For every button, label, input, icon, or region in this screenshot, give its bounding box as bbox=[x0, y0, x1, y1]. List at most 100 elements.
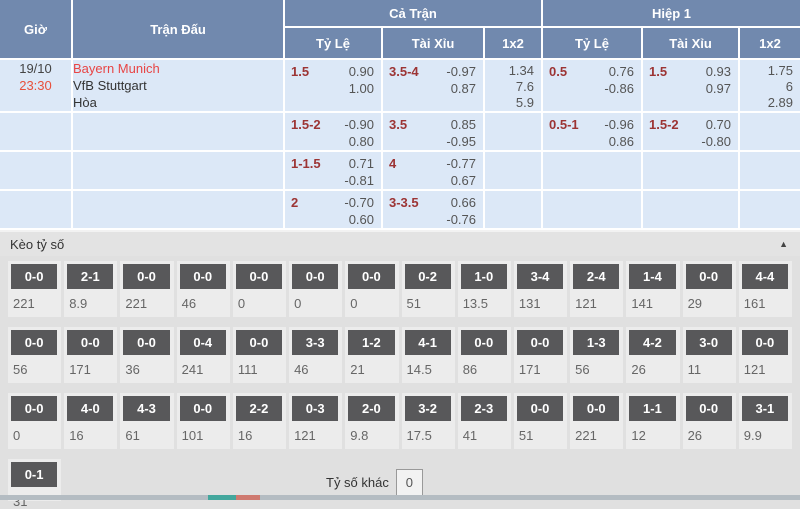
score-badge[interactable]: 2-1 bbox=[67, 264, 113, 289]
score-badge[interactable]: 0-0 bbox=[236, 264, 282, 289]
score-badge[interactable]: 1-3 bbox=[573, 330, 619, 355]
odds-value[interactable]: -0.81 bbox=[285, 172, 374, 189]
score-odd-value: 221 bbox=[570, 421, 623, 443]
odds-value[interactable]: -0.77 bbox=[383, 155, 476, 172]
odds-value[interactable]: 0.67 bbox=[383, 172, 476, 189]
odds-value[interactable]: -0.80 bbox=[643, 133, 731, 150]
score-badge[interactable]: 3-3 bbox=[292, 330, 338, 355]
score-badge[interactable]: 0-0 bbox=[517, 330, 563, 355]
score-badge[interactable]: 3-1 bbox=[742, 396, 788, 421]
handicap-line: 1-1.5 bbox=[291, 156, 321, 171]
full-overunder-cell[interactable]: 3.5-4 -0.97 0.87 bbox=[383, 60, 485, 113]
score-badge[interactable]: 2-0 bbox=[348, 396, 394, 421]
score-badge[interactable]: 2-2 bbox=[236, 396, 282, 421]
score-badge[interactable]: 0-0 bbox=[686, 264, 732, 289]
score-badge[interactable]: 0-4 bbox=[180, 330, 226, 355]
odds-value[interactable]: 0.86 bbox=[543, 133, 634, 150]
odds-value[interactable]: -0.86 bbox=[543, 80, 634, 97]
score-badge[interactable]: 0-0 bbox=[742, 330, 788, 355]
half-1x2-cell[interactable]: 1.75 6 2.89 bbox=[740, 60, 800, 113]
odds-value[interactable]: -0.70 bbox=[285, 194, 374, 211]
odds-value[interactable]: 5.9 bbox=[485, 95, 534, 111]
handicap-line: 0.5-1 bbox=[549, 117, 579, 132]
score-odd-value: 56 bbox=[570, 355, 623, 377]
score-badge[interactable]: 4-4 bbox=[742, 264, 788, 289]
score-badge[interactable]: 0-0 bbox=[573, 396, 619, 421]
odds-value[interactable]: 0.97 bbox=[643, 80, 731, 97]
odds-value[interactable]: 2.89 bbox=[740, 95, 793, 111]
score-badge[interactable]: 0-0 bbox=[123, 264, 169, 289]
odds-value[interactable]: 0.60 bbox=[285, 211, 374, 228]
score-cell: 0-0 29 bbox=[683, 261, 736, 317]
score-badge[interactable]: 1-2 bbox=[348, 330, 394, 355]
odds-value[interactable]: 7.6 bbox=[485, 79, 534, 95]
odds-value[interactable]: 1.34 bbox=[485, 63, 534, 79]
half-overunder-cell[interactable]: 1.5-2 0.70 -0.80 bbox=[643, 113, 740, 152]
score-badge[interactable]: 4-0 bbox=[67, 396, 113, 421]
odds-value[interactable]: -0.76 bbox=[383, 211, 476, 228]
score-badge[interactable]: 0-0 bbox=[180, 264, 226, 289]
score-cell: 3-4 131 bbox=[514, 261, 567, 317]
score-badge[interactable]: 0-0 bbox=[11, 330, 57, 355]
odds-value[interactable]: 6 bbox=[740, 79, 793, 95]
full-overunder-cell[interactable]: 3-3.5 0.66 -0.76 bbox=[383, 191, 485, 230]
score-badge[interactable]: 3-4 bbox=[517, 264, 563, 289]
score-badge[interactable]: 0-0 bbox=[517, 396, 563, 421]
score-badge[interactable]: 0-0 bbox=[348, 264, 394, 289]
score-cell: 4-0 16 bbox=[64, 393, 117, 449]
score-badge[interactable]: 4-2 bbox=[629, 330, 675, 355]
score-badge[interactable]: 0-1 bbox=[11, 462, 57, 487]
score-cell: 4-2 26 bbox=[626, 327, 679, 383]
correct-score-section-header[interactable]: Kèo tỷ số ▲ bbox=[0, 230, 800, 256]
score-cell: 0-0 101 bbox=[177, 393, 230, 449]
odds-value[interactable]: 1.00 bbox=[285, 80, 374, 97]
full-overunder-cell[interactable]: 3.5 0.85 -0.95 bbox=[383, 113, 485, 152]
score-badge[interactable]: 2-3 bbox=[461, 396, 507, 421]
score-badge[interactable]: 0-0 bbox=[236, 330, 282, 355]
score-odd-value: 17.5 bbox=[402, 421, 455, 443]
score-odd-value: 46 bbox=[289, 355, 342, 377]
odds-value[interactable]: 0.87 bbox=[383, 80, 476, 97]
score-badge[interactable]: 0-0 bbox=[686, 396, 732, 421]
score-badge[interactable]: 4-1 bbox=[405, 330, 451, 355]
score-badge[interactable]: 0-0 bbox=[11, 396, 57, 421]
full-handicap-cell[interactable]: 1-1.5 0.71 -0.81 bbox=[285, 152, 383, 191]
full-overunder-cell[interactable]: 4 -0.77 0.67 bbox=[383, 152, 485, 191]
half-handicap-cell[interactable]: 0.5-1 -0.96 0.86 bbox=[543, 113, 643, 152]
score-badge[interactable]: 0-0 bbox=[292, 264, 338, 289]
handicap-line: 1.5 bbox=[291, 64, 309, 79]
full-handicap-cell[interactable]: 2 -0.70 0.60 bbox=[285, 191, 383, 230]
score-badge[interactable]: 4-3 bbox=[123, 396, 169, 421]
full-handicap-cell[interactable]: 1.5-2 -0.90 0.80 bbox=[285, 113, 383, 152]
col-header-half-overunder: Tài Xỉu bbox=[643, 28, 740, 60]
odds-value[interactable]: 0.80 bbox=[285, 133, 374, 150]
score-badge[interactable]: 1-4 bbox=[629, 264, 675, 289]
match-kickoff-time: 23:30 bbox=[0, 77, 71, 94]
score-badge[interactable]: 3-0 bbox=[686, 330, 732, 355]
score-badge[interactable]: 0-0 bbox=[67, 330, 113, 355]
collapse-arrow-icon[interactable]: ▲ bbox=[779, 239, 788, 249]
score-badge[interactable]: 1-1 bbox=[629, 396, 675, 421]
score-badge[interactable]: 0-0 bbox=[123, 330, 169, 355]
score-cell: 0-0 171 bbox=[514, 327, 567, 383]
score-badge[interactable]: 0-0 bbox=[11, 264, 57, 289]
full-1x2-cell[interactable]: 1.34 7.6 5.9 bbox=[485, 60, 543, 113]
score-badge[interactable]: 3-2 bbox=[405, 396, 451, 421]
match-name-cell bbox=[73, 152, 285, 191]
odds-value[interactable]: 1.75 bbox=[740, 63, 793, 79]
score-badge[interactable]: 0-0 bbox=[461, 330, 507, 355]
full-handicap-cell[interactable]: 1.5 0.90 1.00 bbox=[285, 60, 383, 113]
other-score-input[interactable]: 0 bbox=[396, 469, 423, 496]
half-overunder-cell[interactable]: 1.5 0.93 0.97 bbox=[643, 60, 740, 113]
score-badge[interactable]: 1-0 bbox=[461, 264, 507, 289]
home-team: Bayern Munich bbox=[73, 60, 283, 77]
odds-value[interactable]: -0.95 bbox=[383, 133, 476, 150]
score-badge[interactable]: 0-2 bbox=[405, 264, 451, 289]
score-badge[interactable]: 0-3 bbox=[292, 396, 338, 421]
score-cell: 0-0 86 bbox=[458, 327, 511, 383]
half-handicap-cell[interactable]: 0.5 0.76 -0.86 bbox=[543, 60, 643, 113]
full-1x2-cell bbox=[485, 191, 543, 230]
score-odd-value: 111 bbox=[233, 355, 286, 377]
score-badge[interactable]: 2-4 bbox=[573, 264, 619, 289]
score-badge[interactable]: 0-0 bbox=[180, 396, 226, 421]
